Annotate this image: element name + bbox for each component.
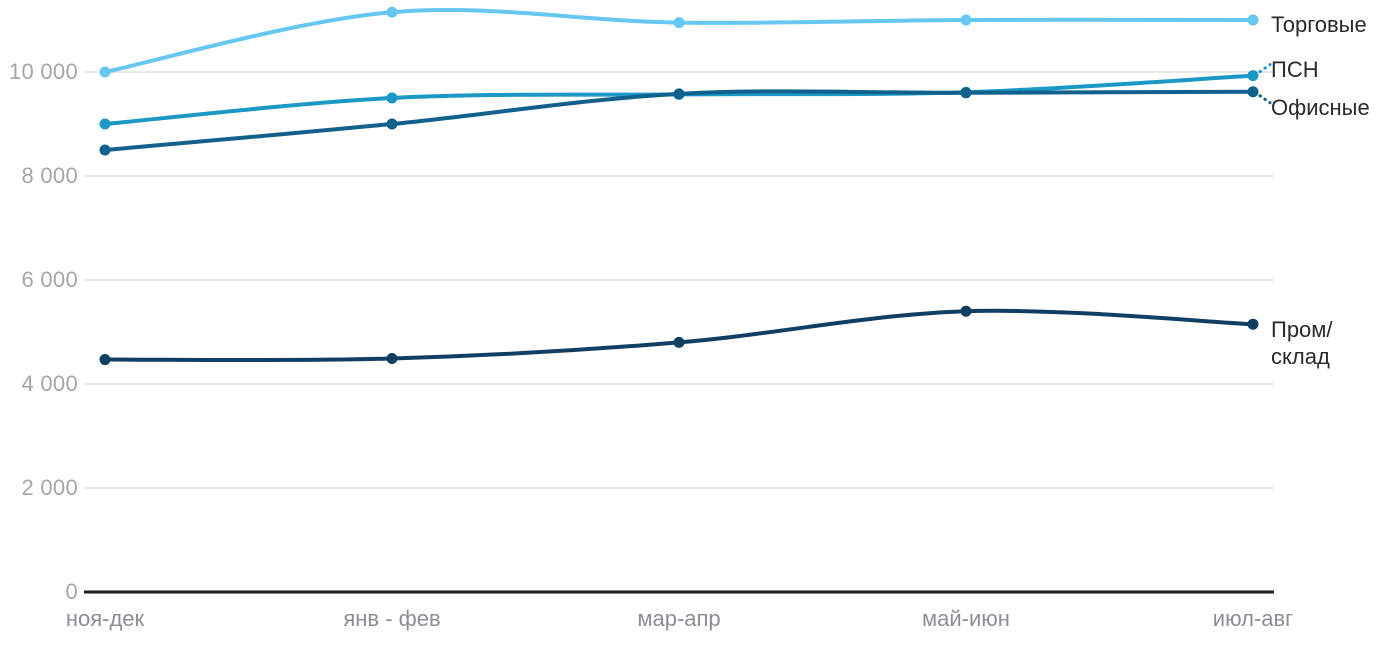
y-tick-10000: 10 000 [8,59,78,84]
series-label-2: Офисные [1271,94,1370,120]
leader-dots-1 [1258,63,1272,74]
series-label-0: Торговые [1271,12,1367,37]
series-point-3-0[interactable] [99,354,111,366]
series-point-3-2[interactable] [673,336,685,348]
series-point-0-3[interactable] [960,14,972,26]
series-point-0-2[interactable] [673,17,685,29]
series-point-1-0[interactable] [99,118,111,130]
series-point-3-3[interactable] [960,305,972,317]
series-point-2-3[interactable] [960,87,972,99]
series-point-2-2[interactable] [673,88,685,100]
series-point-0-1[interactable] [386,6,398,18]
y-tick-0: 0 [65,579,78,604]
series-point-1-1[interactable] [386,92,398,104]
x-tick-1: янв - фев [343,606,441,631]
series-point-3-1[interactable] [386,353,398,365]
y-tick-8000: 8 000 [21,163,78,188]
leader-dots-2 [1258,94,1272,105]
x-tick-2: мар-апр [637,606,721,631]
series-line-2 [103,89,1255,152]
series-point-3-4[interactable] [1247,318,1259,330]
series-label-3: Пром/ склад [1271,317,1333,370]
series-label-1: ПСН [1271,56,1319,82]
y-tick-2000: 2 000 [21,475,78,500]
series-point-2-0[interactable] [99,144,111,156]
x-tick-3: май-июн [922,606,1010,631]
y-tick-4000: 4 000 [21,371,78,396]
series-point-2-1[interactable] [386,118,398,130]
series-point-2-4[interactable] [1247,86,1259,98]
series-point-0-4[interactable] [1247,14,1259,26]
y-tick-6000: 6 000 [21,267,78,292]
x-tick-0: ноя-дек [65,606,145,631]
series-point-0-0[interactable] [99,66,111,78]
series-line-3 [103,308,1255,363]
x-tick-4: июл-авг [1212,606,1294,631]
series-point-1-4[interactable] [1247,70,1259,82]
